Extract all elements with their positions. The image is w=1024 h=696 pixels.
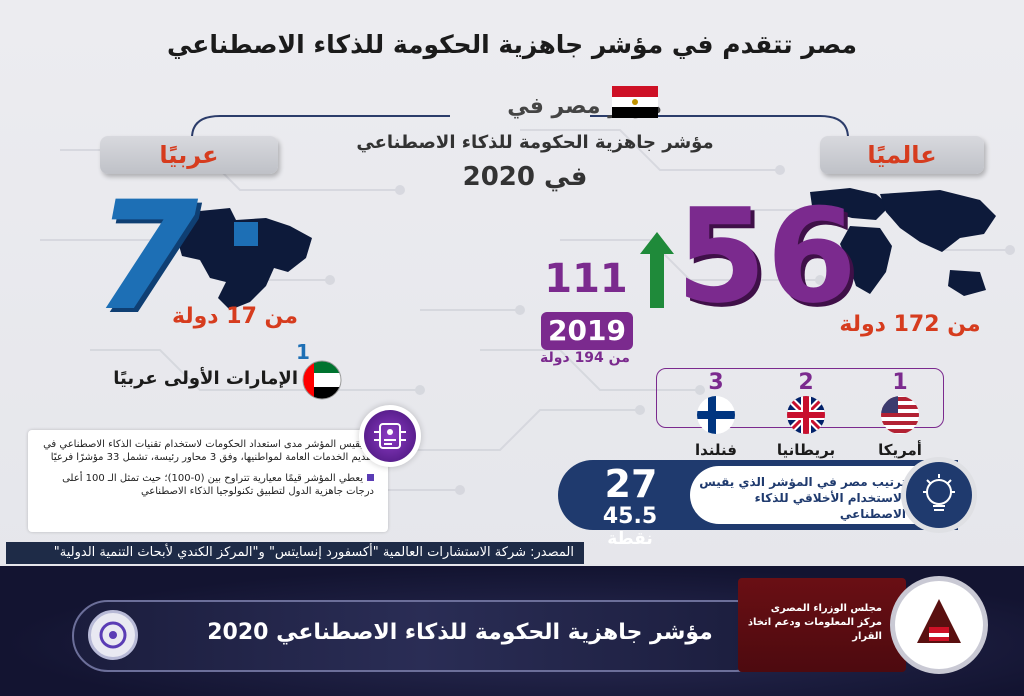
arab-of-countries: من 17 دولة xyxy=(172,304,298,329)
ai-chip-icon xyxy=(364,410,416,462)
arab-map-icon xyxy=(174,208,312,310)
top3-item-usa: 1 أمريكا xyxy=(860,370,940,459)
top3-rank: 2 xyxy=(798,370,814,395)
uk-flag-icon xyxy=(787,396,825,434)
source-note: المصدر: شركة الاستشارات العالمية "أكسفور… xyxy=(6,542,584,564)
ethics-text-panel xyxy=(690,466,940,524)
uae-flag-icon xyxy=(302,360,342,400)
ethics-rank-number: 27 xyxy=(604,462,658,506)
finland-flag-icon xyxy=(697,396,735,434)
ethics-points-value: 45.5 xyxy=(602,504,658,529)
bullet-icon xyxy=(367,474,374,481)
world-map-icon xyxy=(810,188,996,296)
uae-first-label: الإمارات الأولى عربيًا xyxy=(113,368,298,389)
ai-head-icon xyxy=(906,462,972,528)
page-title: مصر تتقدم في مؤشر جاهزية الحكومة للذكاء … xyxy=(167,30,857,59)
info-box: يقيس المؤشر مدى استعداد الحكومات لاستخدا… xyxy=(28,430,388,532)
cabinet-logo-icon xyxy=(890,576,988,674)
footer-title: مؤشر جاهزية الحكومة للذكاء الاصطناعي 202… xyxy=(207,620,713,645)
ethics-points-unit: نقطة xyxy=(607,529,653,549)
prev-year-badge: 2019 xyxy=(541,312,633,350)
cabinet-box xyxy=(738,578,906,672)
info-line: يقيس المؤشر مدى استعداد الحكومات لاستخدا… xyxy=(43,439,374,463)
top3-rank: 3 xyxy=(708,370,724,395)
egypt-flag-icon xyxy=(612,86,658,118)
footer-bar xyxy=(72,600,772,672)
top3-country: فنلندا xyxy=(695,441,737,459)
arab-pill: عربيًا xyxy=(100,136,278,174)
cabinet-text: مجلس الوزراء المصرى مركز المعلومات ودعم … xyxy=(742,602,882,644)
index-emblem-icon xyxy=(88,610,138,660)
cabinet-line2: مركز المعلومات ودعم اتخاذ القرار xyxy=(747,617,882,642)
top3-item-finland: 3 فنلندا xyxy=(676,370,756,459)
prev-rank-number: 111 xyxy=(544,256,628,302)
index-label: مؤشر جاهزية الحكومة للذكاء الاصطناعي xyxy=(356,132,714,153)
info-line: يعطي المؤشر قيمًا معيارية تتراوح بين (0-… xyxy=(62,473,374,497)
ethics-points: 45.5 نقطة xyxy=(578,504,682,549)
top3-country: أمريكا xyxy=(878,441,922,459)
top3-rank: 1 xyxy=(892,370,908,395)
world-pill: عالميًا xyxy=(820,136,984,174)
world-of-countries: من 172 دولة xyxy=(839,312,981,337)
top3-item-uk: 2 بريطانيا xyxy=(766,370,846,459)
arab-rank-number: 7 xyxy=(94,170,199,344)
top3-country: بريطانيا xyxy=(776,441,836,459)
arrow-up-icon xyxy=(640,232,674,308)
usa-flag-icon xyxy=(881,396,919,434)
cabinet-line1: مجلس الوزراء المصرى xyxy=(770,603,882,614)
year-label: في 2020 xyxy=(462,162,588,192)
circuit-background xyxy=(40,129,1015,495)
uae-rank-number: 1 xyxy=(296,340,310,364)
prev-of-countries: من 194 دولة xyxy=(540,350,630,366)
header-bracket xyxy=(191,115,849,139)
world-rank-number: 56 xyxy=(676,180,857,332)
ethics-text: ترتيب مصر في المؤشر الذي يقيس الاستخدام … xyxy=(699,475,906,521)
